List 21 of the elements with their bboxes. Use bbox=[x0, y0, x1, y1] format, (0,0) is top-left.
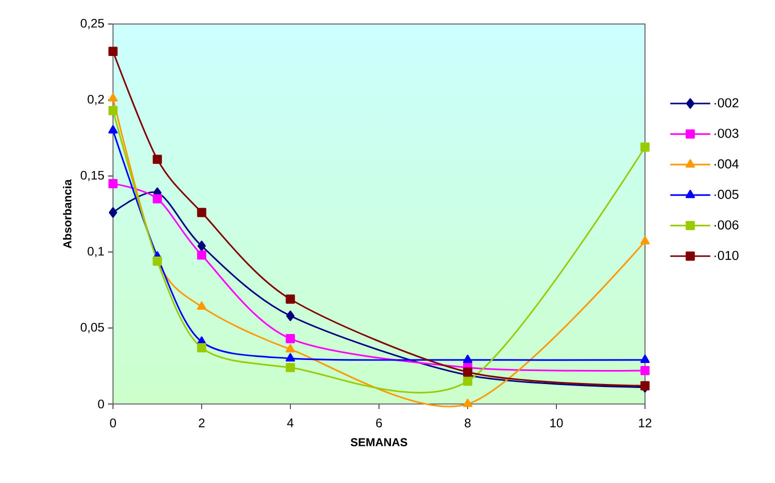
x-tick-label: 6 bbox=[376, 418, 382, 428]
x-tick-label: 4 bbox=[287, 418, 294, 428]
y-tick-label: 0,1 bbox=[88, 246, 104, 258]
x-tick-label: 0 bbox=[110, 418, 116, 428]
legend-label: ·004 bbox=[714, 159, 739, 168]
y-tick-label: 0,05 bbox=[80, 322, 104, 334]
y-tick-label: 0,15 bbox=[80, 170, 104, 182]
y-tick-label: 0,25 bbox=[80, 18, 104, 30]
legend-label: ·006 bbox=[714, 220, 738, 230]
legend-label: ·005 bbox=[714, 190, 738, 199]
y-axis-title: Absorbancia bbox=[62, 179, 72, 248]
x-tick-label: 8 bbox=[464, 418, 471, 428]
x-tick-label: 12 bbox=[639, 418, 652, 428]
x-tick-label: 10 bbox=[550, 418, 563, 428]
legend-label: ·002 bbox=[714, 98, 738, 108]
x-tick-label: 2 bbox=[198, 418, 205, 428]
y-tick-label: 0 bbox=[98, 400, 104, 408]
legend-label: ·010 bbox=[714, 250, 738, 260]
x-axis-title: SEMANAS bbox=[350, 438, 408, 446]
legend-label: ·003 bbox=[714, 128, 738, 138]
y-tick-label: 0,2 bbox=[88, 94, 104, 106]
